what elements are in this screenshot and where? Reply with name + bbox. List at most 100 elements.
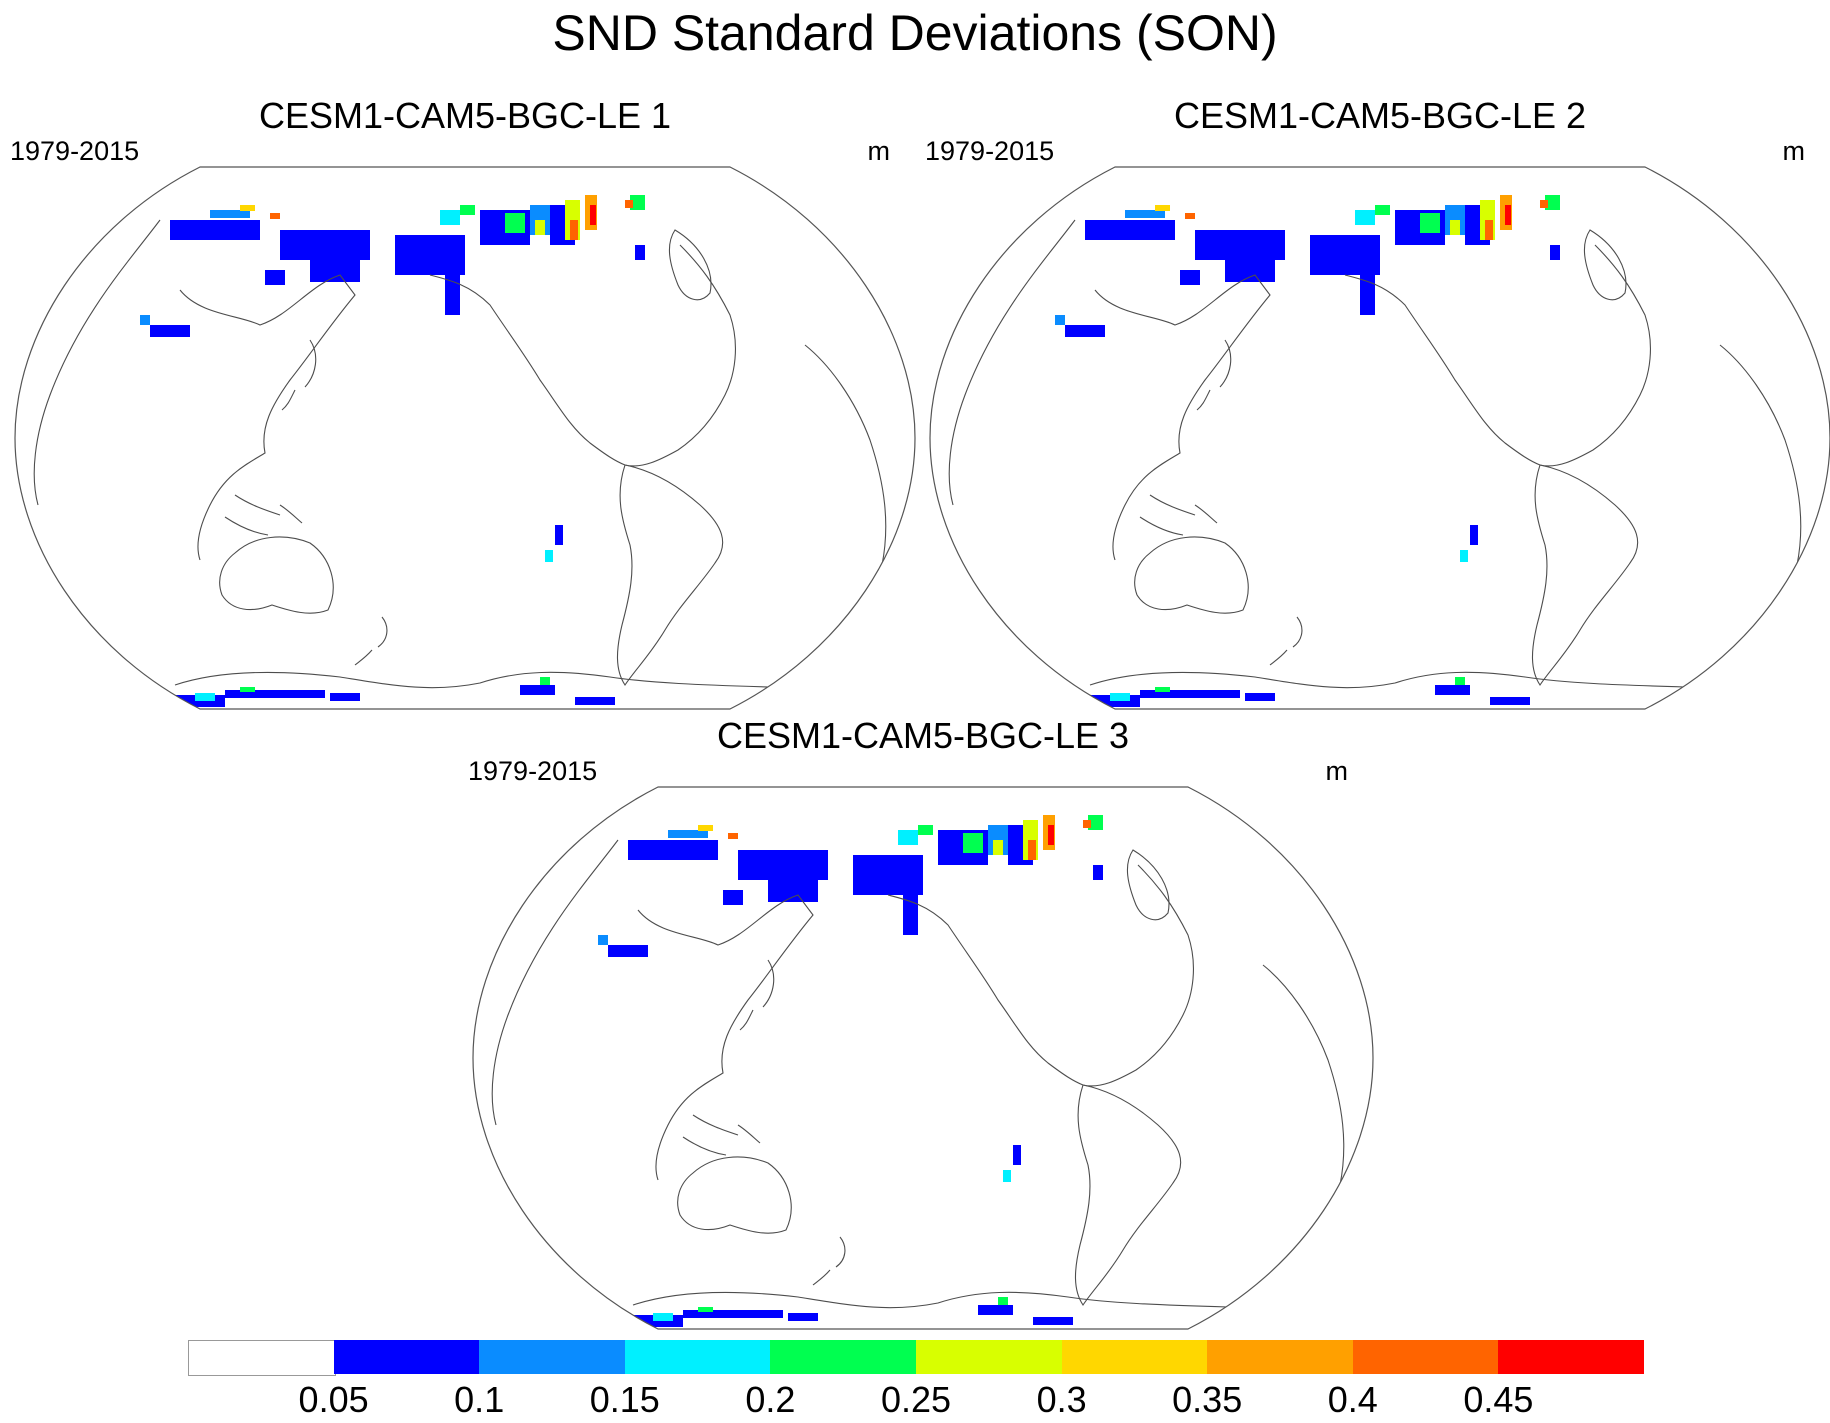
panel-title: CESM1-CAM5-BGC-LE 2: [1173, 95, 1587, 136]
coastline: [812, 1236, 846, 1286]
snow-std-patch: [210, 210, 250, 218]
colorbar: [188, 1340, 1644, 1378]
colorbar-tick-label: 0.15: [589, 1379, 660, 1420]
snow-std-patch: [1013, 1145, 1021, 1165]
snow-std-patch: [1093, 865, 1103, 880]
snow-std-patch: [1065, 325, 1105, 337]
snow-std-patch: [460, 205, 475, 215]
snow-std-patch: [440, 210, 460, 225]
coastline: [174, 671, 771, 689]
coastline: [948, 219, 1271, 561]
snow-std-patch: [1550, 245, 1560, 260]
snow-std-patch: [1490, 697, 1530, 705]
snow-std-patch: [723, 890, 743, 905]
snow-std-patch: [1435, 685, 1470, 695]
coastline: [281, 339, 317, 411]
snow-std-patch: [683, 1310, 783, 1318]
snow-std-patch: [590, 205, 596, 225]
colorbar-box: [479, 1340, 625, 1374]
colorbar-tick-label: 0.45: [1463, 1379, 1534, 1420]
snow-std-patch: [1225, 260, 1275, 282]
snow-std-patch: [1460, 550, 1468, 562]
coastline: [887, 864, 1194, 1087]
snow-std-patch: [1140, 690, 1240, 698]
snow-std-patch: [1083, 820, 1091, 828]
snow-std-patch: [540, 677, 550, 685]
snow-std-patch: [653, 1313, 673, 1321]
snow-std-patch: [225, 690, 325, 698]
snow-std-patch: [898, 830, 918, 845]
snow-std-patch: [1310, 235, 1380, 275]
colorbar-box: [333, 1340, 480, 1374]
snow-std-patch: [598, 935, 608, 945]
snow-std-patch: [630, 195, 645, 210]
snow-std-patch: [1125, 210, 1165, 218]
coastline: [682, 1114, 761, 1156]
colorbar-tick-label: 0.25: [880, 1379, 952, 1420]
snow-std-patch: [1540, 200, 1548, 208]
snow-std-patch: [993, 840, 1003, 855]
snow-std-patch: [570, 220, 578, 240]
coastline: [33, 219, 356, 561]
snow-std-patch: [505, 213, 525, 233]
snow-std-patch: [1545, 195, 1560, 210]
coastline: [1196, 339, 1232, 411]
units-label: m: [867, 136, 891, 166]
panel-title: CESM1-CAM5-BGC-LE 3: [716, 715, 1130, 756]
colorbar-tick-label: 0.05: [298, 1379, 369, 1420]
coastline: [219, 536, 334, 614]
map-panel-1: CESM1-CAM5-BGC-LE 1 1979-2015 m: [10, 95, 920, 711]
snow-std-patch: [1155, 205, 1170, 211]
coastline: [677, 1156, 792, 1234]
coastline: [616, 464, 724, 686]
colorbar-box: [1498, 1340, 1644, 1374]
snow-std-patch: [150, 325, 190, 337]
snow-std-patch: [395, 235, 465, 275]
map-border: [14, 166, 916, 710]
snow-std-patch: [738, 850, 828, 880]
snow-std-patch: [1470, 525, 1478, 545]
coastline: [1139, 494, 1218, 536]
snow-std-patch: [1360, 275, 1375, 315]
coastline: [804, 344, 887, 626]
coastline: [1719, 344, 1802, 626]
units-label: m: [1782, 136, 1806, 166]
map-border: [929, 166, 1830, 710]
snow-std-patch: [140, 315, 150, 325]
snow-std-patch: [545, 550, 553, 562]
map-panel-2: CESM1-CAM5-BGC-LE 2 1979-2015 m: [925, 95, 1830, 711]
colorbar-box: [624, 1340, 771, 1374]
snow-std-patch: [1455, 677, 1465, 685]
coastline: [1262, 964, 1345, 1246]
snow-std-patch: [608, 945, 648, 957]
snow-std-patch: [1355, 210, 1375, 225]
snow-std-patch: [628, 840, 718, 860]
coastline: [1089, 671, 1686, 689]
colorbar-box: [770, 1340, 916, 1374]
snow-std-patch: [280, 230, 370, 260]
map-content: [948, 195, 1802, 707]
snow-std-patch: [853, 855, 923, 895]
snow-std-patch: [575, 697, 615, 705]
snow-std-patch: [1110, 693, 1130, 701]
world-map: [14, 166, 916, 710]
colorbar-tick-label: 0.1: [454, 1379, 505, 1420]
snow-std-patch: [1375, 205, 1390, 215]
coastline: [1134, 536, 1249, 614]
snow-std-patch: [1003, 1170, 1011, 1182]
snow-std-patch: [668, 830, 708, 838]
panel-title: CESM1-CAM5-BGC-LE 1: [258, 95, 672, 136]
snow-std-patch: [1048, 825, 1054, 845]
snow-std-patch: [768, 880, 818, 902]
snow-std-patch: [1485, 220, 1493, 240]
snow-std-patch: [1195, 230, 1285, 260]
snow-std-patch: [170, 220, 260, 240]
snow-std-patch: [903, 895, 918, 935]
period-label: 1979-2015: [468, 756, 598, 786]
snow-std-patch: [555, 525, 563, 545]
snow-std-patch: [625, 200, 633, 208]
coastline: [429, 244, 736, 467]
snow-std-patch: [445, 275, 460, 315]
snow-std-patch: [998, 1297, 1008, 1305]
snow-std-patch: [1505, 205, 1511, 225]
